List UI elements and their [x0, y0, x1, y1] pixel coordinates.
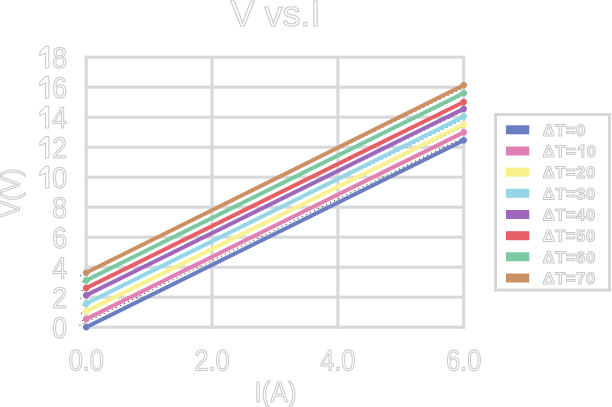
svg-text:V vs.I: V vs.I — [230, 0, 320, 34]
svg-text:I(A): I(A) — [254, 376, 296, 407]
svg-text:2: 2 — [52, 132, 67, 165]
svg-text:ΔT=70: ΔT=70 — [543, 270, 596, 288]
svg-text:4.0: 4.0 — [320, 344, 355, 377]
svg-text:0: 0 — [587, 143, 597, 161]
svg-text:6: 6 — [52, 72, 67, 105]
svg-text:ΔT=40: ΔT=40 — [543, 207, 596, 225]
svg-text:ΔT=: ΔT= — [543, 143, 576, 161]
svg-text:ΔT=30: ΔT=30 — [543, 185, 596, 203]
svg-text:2: 2 — [52, 282, 67, 315]
svg-text:0.0: 0.0 — [69, 344, 104, 377]
svg-text:6.0: 6.0 — [446, 344, 481, 377]
svg-text:0: 0 — [52, 162, 67, 195]
svg-text:0: 0 — [52, 312, 67, 345]
svg-text:V(V): V(V) — [0, 168, 26, 217]
svg-text:ΔT=60: ΔT=60 — [543, 249, 596, 267]
svg-text:6: 6 — [52, 222, 67, 255]
svg-text:8: 8 — [52, 192, 67, 225]
svg-text:ΔT=50: ΔT=50 — [543, 228, 596, 246]
svg-text:8: 8 — [52, 42, 67, 75]
svg-text:ΔT=20: ΔT=20 — [543, 164, 596, 182]
svg-text:4: 4 — [52, 102, 67, 135]
svg-text:ΔT=0: ΔT=0 — [543, 122, 586, 140]
svg-text:2.0: 2.0 — [194, 344, 229, 377]
svg-text:4: 4 — [52, 252, 67, 285]
